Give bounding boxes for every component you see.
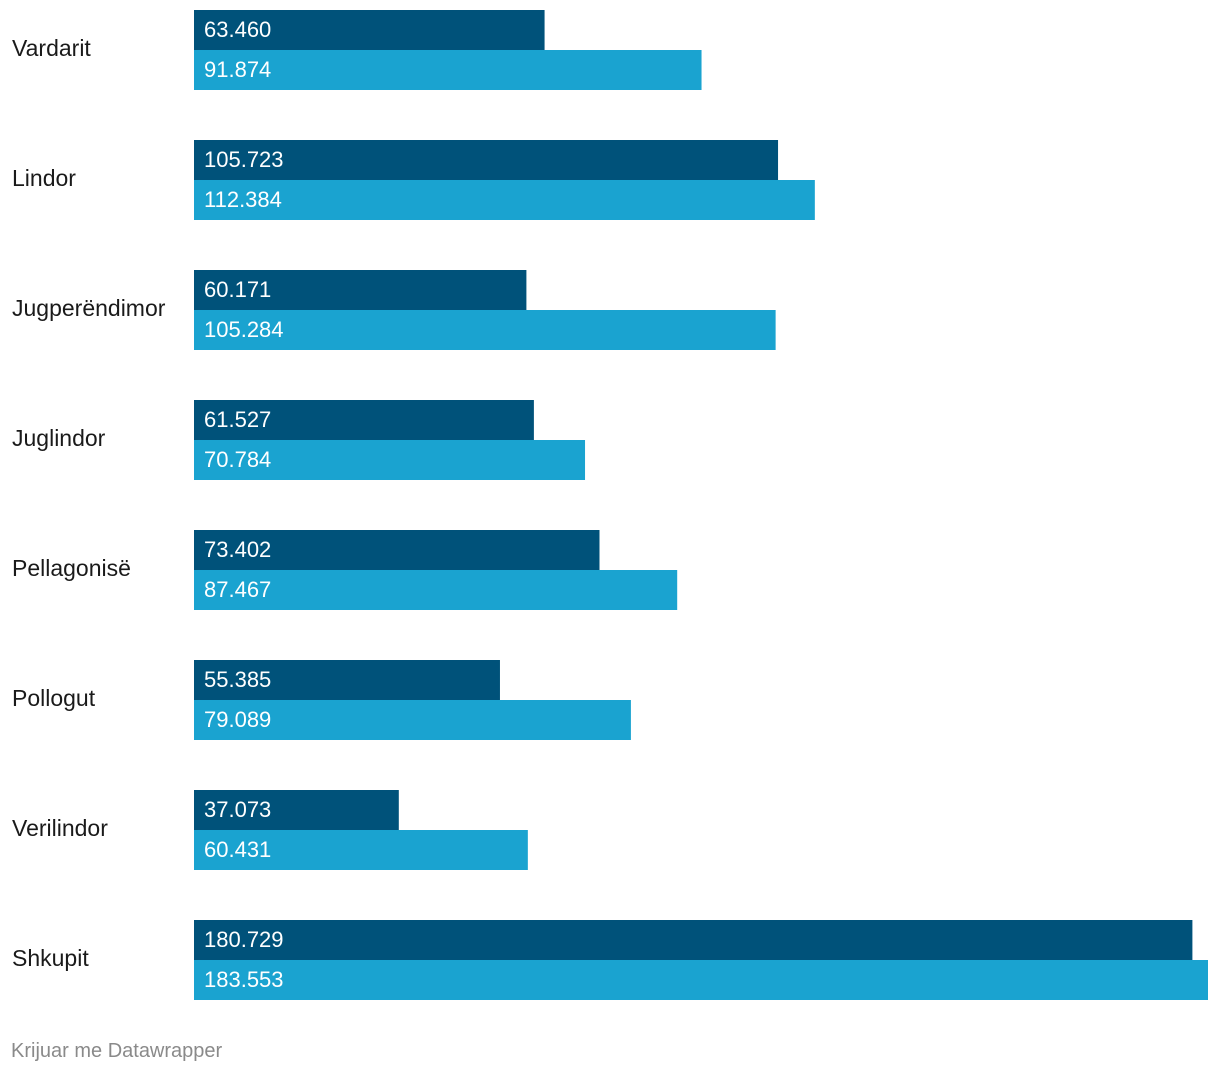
value-label-shkupit-series-1: 180.729 [204,927,284,952]
category-label-pollogut: Pollogut [12,685,96,711]
category-label-shkupit: Shkupit [12,945,89,971]
value-label-jugperendimor-series-2: 105.284 [204,317,284,342]
bar-jugperendimor-series-2[interactable] [194,310,776,350]
value-label-pellagonise-series-1: 73.402 [204,537,271,562]
bar-lindor-series-1[interactable] [194,140,779,180]
value-label-vardarit-series-1: 63.460 [204,17,271,42]
category-label-verilindor: Verilindor [12,815,108,841]
value-label-pollogut-series-1: 55.385 [204,667,271,692]
datawrapper-credit[interactable]: Krijuar me Datawrapper [11,1040,223,1062]
bar-chart: Vardarit 63.460 91.874 Lindor 105.723 112.384… [12,10,1208,1000]
bar-pellagonise-series-2[interactable] [194,570,678,610]
category-label-jugperendimor: Jugperëndimor [12,295,166,321]
bar-jugperendimor-series-1[interactable] [194,270,527,310]
category-label-lindor: Lindor [12,165,76,191]
bar-verilindor-series-2[interactable] [194,830,528,870]
bar-vardarit-series-2[interactable] [194,50,702,90]
bar-pollogut-series-2[interactable] [194,700,631,740]
value-label-lindor-series-1: 105.723 [204,147,284,172]
bar-pollogut-series-1[interactable] [194,660,500,700]
bar-juglindor-series-1[interactable] [194,400,534,440]
value-label-juglindor-series-2: 70.784 [204,447,271,472]
bar-vardarit-series-1[interactable] [194,10,545,50]
category-label-juglindor: Juglindor [12,425,106,451]
value-label-vardarit-series-2: 91.874 [204,57,271,82]
value-label-lindor-series-2: 112.384 [204,187,282,212]
value-label-pollogut-series-2: 79.089 [204,707,271,732]
value-label-verilindor-series-2: 60.431 [204,837,271,862]
value-label-jugperendimor-series-1: 60.171 [204,277,271,302]
value-label-pellagonise-series-2: 87.467 [204,577,271,602]
bar-shkupit-series-2[interactable] [194,960,1208,1000]
value-label-shkupit-series-2: 183.553 [204,967,284,992]
value-label-juglindor-series-1: 61.527 [204,407,271,432]
bar-juglindor-series-2[interactable] [194,440,586,480]
bar-shkupit-series-1[interactable] [194,920,1193,960]
bar-pellagonise-series-1[interactable] [194,530,600,570]
value-label-verilindor-series-1: 37.073 [204,797,271,822]
bar-verilindor-series-1[interactable] [194,790,399,830]
category-label-vardarit: Vardarit [12,35,91,61]
bar-lindor-series-2[interactable] [194,180,815,220]
category-label-pellagonise: Pellagonisë [12,555,131,581]
